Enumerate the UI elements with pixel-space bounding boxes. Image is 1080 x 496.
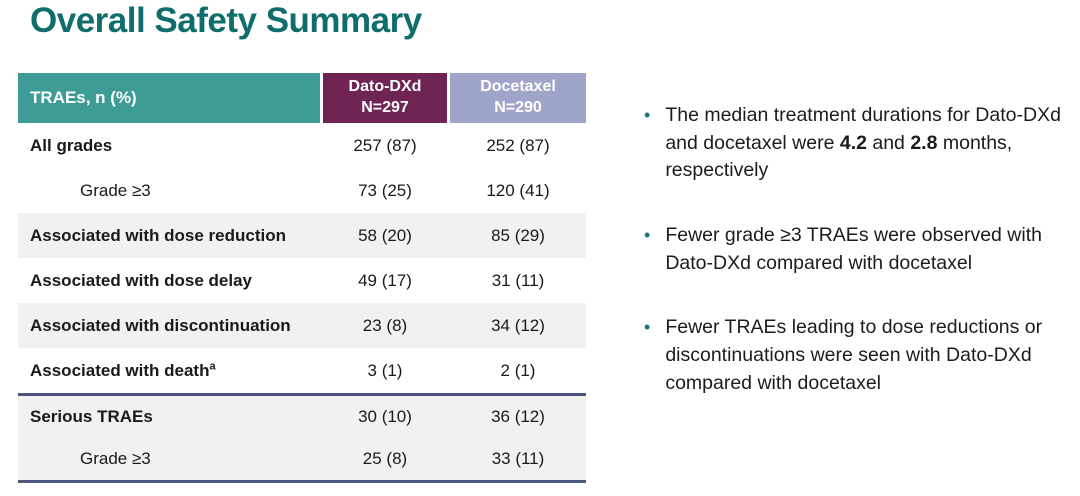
table-row-death: Associated with deatha 3 (1) 2 (1) [18, 348, 586, 393]
list-item: • The median treatment durations for Dat… [644, 102, 1072, 185]
row-label: Grade ≥3 [80, 180, 151, 200]
bullet-text-durations: The median treatment durations for Dato-… [665, 104, 1061, 182]
dato-value: 257 (87) [353, 135, 417, 155]
table-row-dose-delay: Associated with dose delay 49 (17) 31 (1… [18, 258, 586, 303]
dato-value: 58 (20) [358, 225, 412, 245]
bullet-dot-icon: • [644, 317, 651, 338]
bullet-text-reductions: Fewer TRAEs leading to dose reductions o… [665, 316, 1043, 394]
header-cell-dato-dxd: Dato-DXd N=297 [323, 73, 447, 123]
table-row-all-grades: All grades 257 (87) 252 (87) [18, 123, 586, 168]
docetaxel-value: 31 (11) [491, 270, 545, 290]
header-cell-traes: TRAEs, n (%) [18, 73, 320, 123]
key-points-list: • The median treatment durations for Dat… [644, 102, 1072, 398]
bullet-text-grade3: Fewer grade ≥3 TRAEs were observed with … [665, 224, 1042, 274]
dato-value: 3 (1) [367, 360, 403, 380]
table-row-dose-reduction: Associated with dose reduction 58 (20) 8… [18, 213, 586, 258]
row-label: Associated with dose reduction [30, 225, 286, 245]
header-cell-docetaxel: Docetaxel N=290 [450, 73, 586, 123]
docetaxel-value: 120 (41) [486, 180, 550, 200]
bullet-dot-icon: • [644, 225, 651, 246]
header-dato-name: Dato-DXd [348, 78, 422, 96]
dato-value: 23 (8) [362, 315, 408, 335]
table-header-row: TRAEs, n (%) Dato-DXd N=297 Docetaxel N=… [18, 73, 586, 123]
table-row-discontinuation: Associated with discontinuation 23 (8) 3… [18, 303, 586, 348]
header-dato-n: N=297 [361, 99, 409, 116]
docetaxel-value: 33 (11) [491, 449, 545, 468]
row-label: Associated with deatha [30, 359, 216, 380]
dato-value: 49 (17) [358, 270, 412, 290]
dato-value: 30 (10) [358, 407, 412, 426]
row-label: Serious TRAEs [30, 407, 153, 426]
list-item: • Fewer grade ≥3 TRAEs were observed wit… [644, 222, 1072, 277]
row-label: Grade ≥3 [80, 449, 151, 468]
docetaxel-value: 2 (1) [500, 360, 536, 380]
row-label: Associated with dose delay [30, 270, 253, 290]
dato-value: 73 (25) [358, 180, 412, 200]
header-docetaxel-n: N=290 [494, 99, 542, 116]
docetaxel-value: 252 (87) [486, 135, 550, 155]
list-item: • Fewer TRAEs leading to dose reductions… [644, 314, 1072, 397]
docetaxel-value: 36 (12) [491, 407, 545, 426]
table-row-serious-traes: Serious TRAEs 30 (10) 36 (12) [18, 393, 586, 438]
page-title: Overall Safety Summary [30, 1, 422, 40]
header-docetaxel-name: Docetaxel [480, 78, 556, 96]
bullet-dot-icon: • [644, 105, 651, 125]
table-row-grade3: Grade ≥3 73 (25) 120 (41) [18, 168, 586, 213]
footnote-marker: a [209, 359, 216, 372]
docetaxel-value: 85 (29) [491, 225, 545, 245]
row-label: All grades [30, 135, 113, 155]
dato-value: 25 (8) [362, 449, 408, 468]
docetaxel-value: 34 (12) [491, 315, 545, 335]
row-label: Associated with discontinuation [30, 315, 291, 335]
safety-table: TRAEs, n (%) Dato-DXd N=297 Docetaxel N=… [18, 73, 586, 483]
table-row-serious-grade3: Grade ≥3 25 (8) 33 (11) [18, 438, 586, 483]
